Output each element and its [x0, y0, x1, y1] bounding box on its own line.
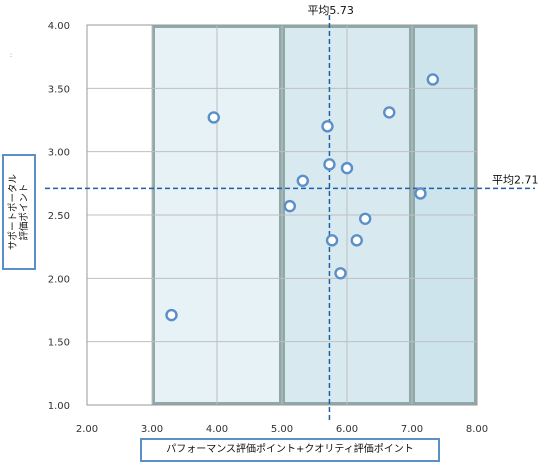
x-tick-label: 5.00	[271, 424, 293, 435]
y-tick-label: 1.00	[48, 401, 70, 412]
data-point	[283, 199, 296, 213]
x-tick-label: 2.00	[76, 424, 98, 435]
stray-mark: :	[10, 52, 13, 59]
data-point	[323, 158, 336, 171]
data-point	[414, 187, 427, 200]
axes	[86, 24, 478, 406]
y-tick-label: 3.50	[48, 84, 70, 95]
y-tick-label: 2.50	[48, 211, 70, 222]
data-point	[296, 174, 309, 188]
x-tick-label: 8.00	[466, 424, 488, 435]
y-axis-label: サポートポータル 評価ポイント	[8, 156, 30, 268]
y-tick-label: 4.00	[48, 21, 70, 32]
average-lines: 平均5.73 平均2.71	[45, 4, 539, 420]
data-point	[340, 161, 354, 175]
y-tick-label: 1.50	[48, 338, 70, 349]
x-tick-label: 6.00	[336, 424, 358, 435]
plot-frame	[86, 24, 478, 406]
data-point	[207, 111, 220, 124]
y-tick-label: 3.00	[48, 148, 70, 159]
avg-y-label: 平均2.71	[492, 173, 539, 186]
data-point	[334, 267, 347, 280]
y-axis-label-box: サポートポータル 評価ポイント	[2, 154, 36, 270]
data-point	[426, 73, 439, 86]
data-point	[350, 234, 363, 247]
y-axis-label-line-1: サポートポータル	[8, 174, 19, 251]
data-points	[165, 73, 439, 322]
data-point	[325, 234, 339, 247]
x-tick-label: 4.00	[206, 424, 228, 435]
data-point	[383, 106, 396, 119]
tick-labels: 2.00 3.00 4.00 5.00 6.00 7.00 8.00 1.00 1.50 2.00…	[48, 21, 488, 435]
y-tick-label: 2.00	[48, 274, 70, 285]
avg-x-label: 平均5.73	[307, 4, 354, 17]
x-tick-label: 7.00	[401, 424, 423, 435]
data-point	[165, 308, 178, 322]
x-tick-label: 3.00	[141, 424, 163, 435]
y-axis-label-line-2: 評価ポイント	[19, 183, 30, 241]
data-point	[321, 120, 334, 133]
data-point	[359, 212, 372, 226]
x-axis-label: パフォーマンス評価ポイント+クオリティ評価ポイント	[140, 438, 440, 462]
